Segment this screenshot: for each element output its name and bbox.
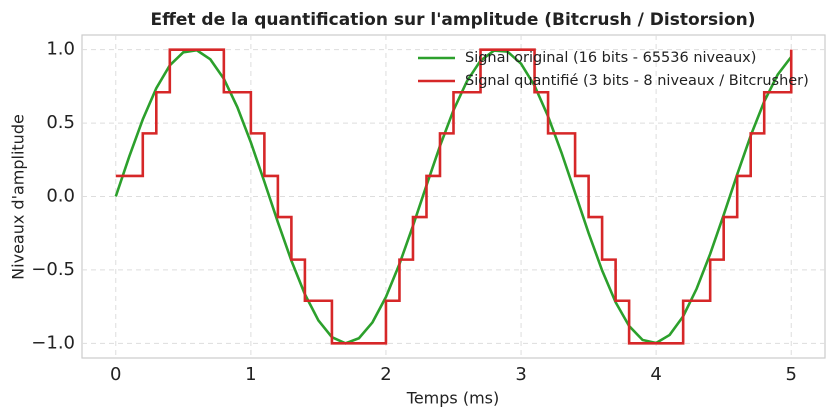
y-tick-label: 1.0: [46, 39, 75, 60]
y-tick-label: −0.5: [31, 259, 75, 280]
series-line: [115, 48, 793, 345]
legend-label: Signal quantifié (3 bits - 8 niveaux / B…: [465, 73, 809, 89]
x-axis-label: Temps (ms): [406, 389, 499, 408]
x-tick-label: 5: [786, 364, 797, 385]
y-tick-label: 0.5: [46, 112, 75, 133]
x-tick-label: 3: [515, 364, 526, 385]
x-tick-label: 0: [110, 364, 121, 385]
y-tick-label: 0.0: [46, 186, 75, 207]
legend-label: Signal original (16 bits - 65536 niveaux…: [465, 50, 756, 66]
y-tick-label: −1.0: [31, 332, 75, 353]
legend: Signal original (16 bits - 65536 niveaux…: [418, 50, 809, 89]
x-tick-label: 1: [245, 364, 256, 385]
x-tick-label: 4: [650, 364, 661, 385]
chart-title: Effet de la quantification sur l'amplitu…: [150, 10, 755, 30]
x-tick-label: 2: [380, 364, 391, 385]
marks: [114, 48, 793, 345]
y-axis-label: Niveaux d'amplitude: [9, 114, 28, 280]
